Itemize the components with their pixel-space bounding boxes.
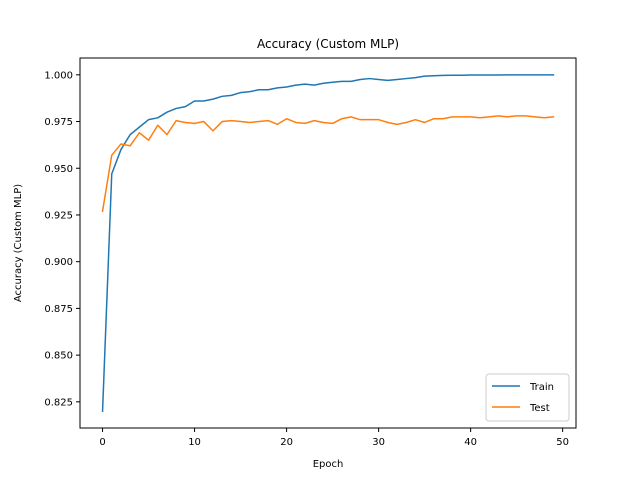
series-line-train [101, 74, 555, 412]
series-line-test [101, 115, 555, 213]
y-tick-label: 0.825 [44, 397, 73, 408]
x-tick-label: 20 [280, 437, 293, 448]
x-tick-label: 0 [99, 437, 105, 448]
y-tick-label: 0.900 [44, 257, 73, 268]
y-tick-label: 0.925 [44, 210, 73, 221]
x-axis: 0 10 20 30 40 50 [99, 428, 569, 448]
plot-area [101, 74, 555, 412]
y-tick-label: 1.000 [44, 70, 73, 81]
y-tick-label: 0.975 [44, 117, 73, 128]
y-tick-label: 0.850 [44, 351, 73, 362]
x-axis-label: Epoch [313, 459, 344, 470]
legend-test-label: Test [529, 403, 550, 414]
y-tick-label: 0.875 [44, 304, 73, 315]
x-tick-label: 40 [464, 437, 477, 448]
y-axis-label: Accuracy (Custom MLP) [13, 184, 24, 302]
x-tick-label: 10 [188, 437, 201, 448]
y-tick-label: 0.950 [44, 164, 73, 175]
chart-title: Accuracy (Custom MLP) [257, 37, 399, 51]
x-tick-label: 50 [556, 437, 569, 448]
y-axis: 0.825 0.850 0.875 0.900 0.925 0.950 0.975 1.000 [44, 70, 80, 408]
legend: Train Test [485, 373, 570, 422]
legend-train-label: Train [529, 382, 554, 393]
x-tick-label: 30 [372, 437, 385, 448]
axes-frame [79, 57, 577, 429]
legend-box [485, 373, 570, 422]
